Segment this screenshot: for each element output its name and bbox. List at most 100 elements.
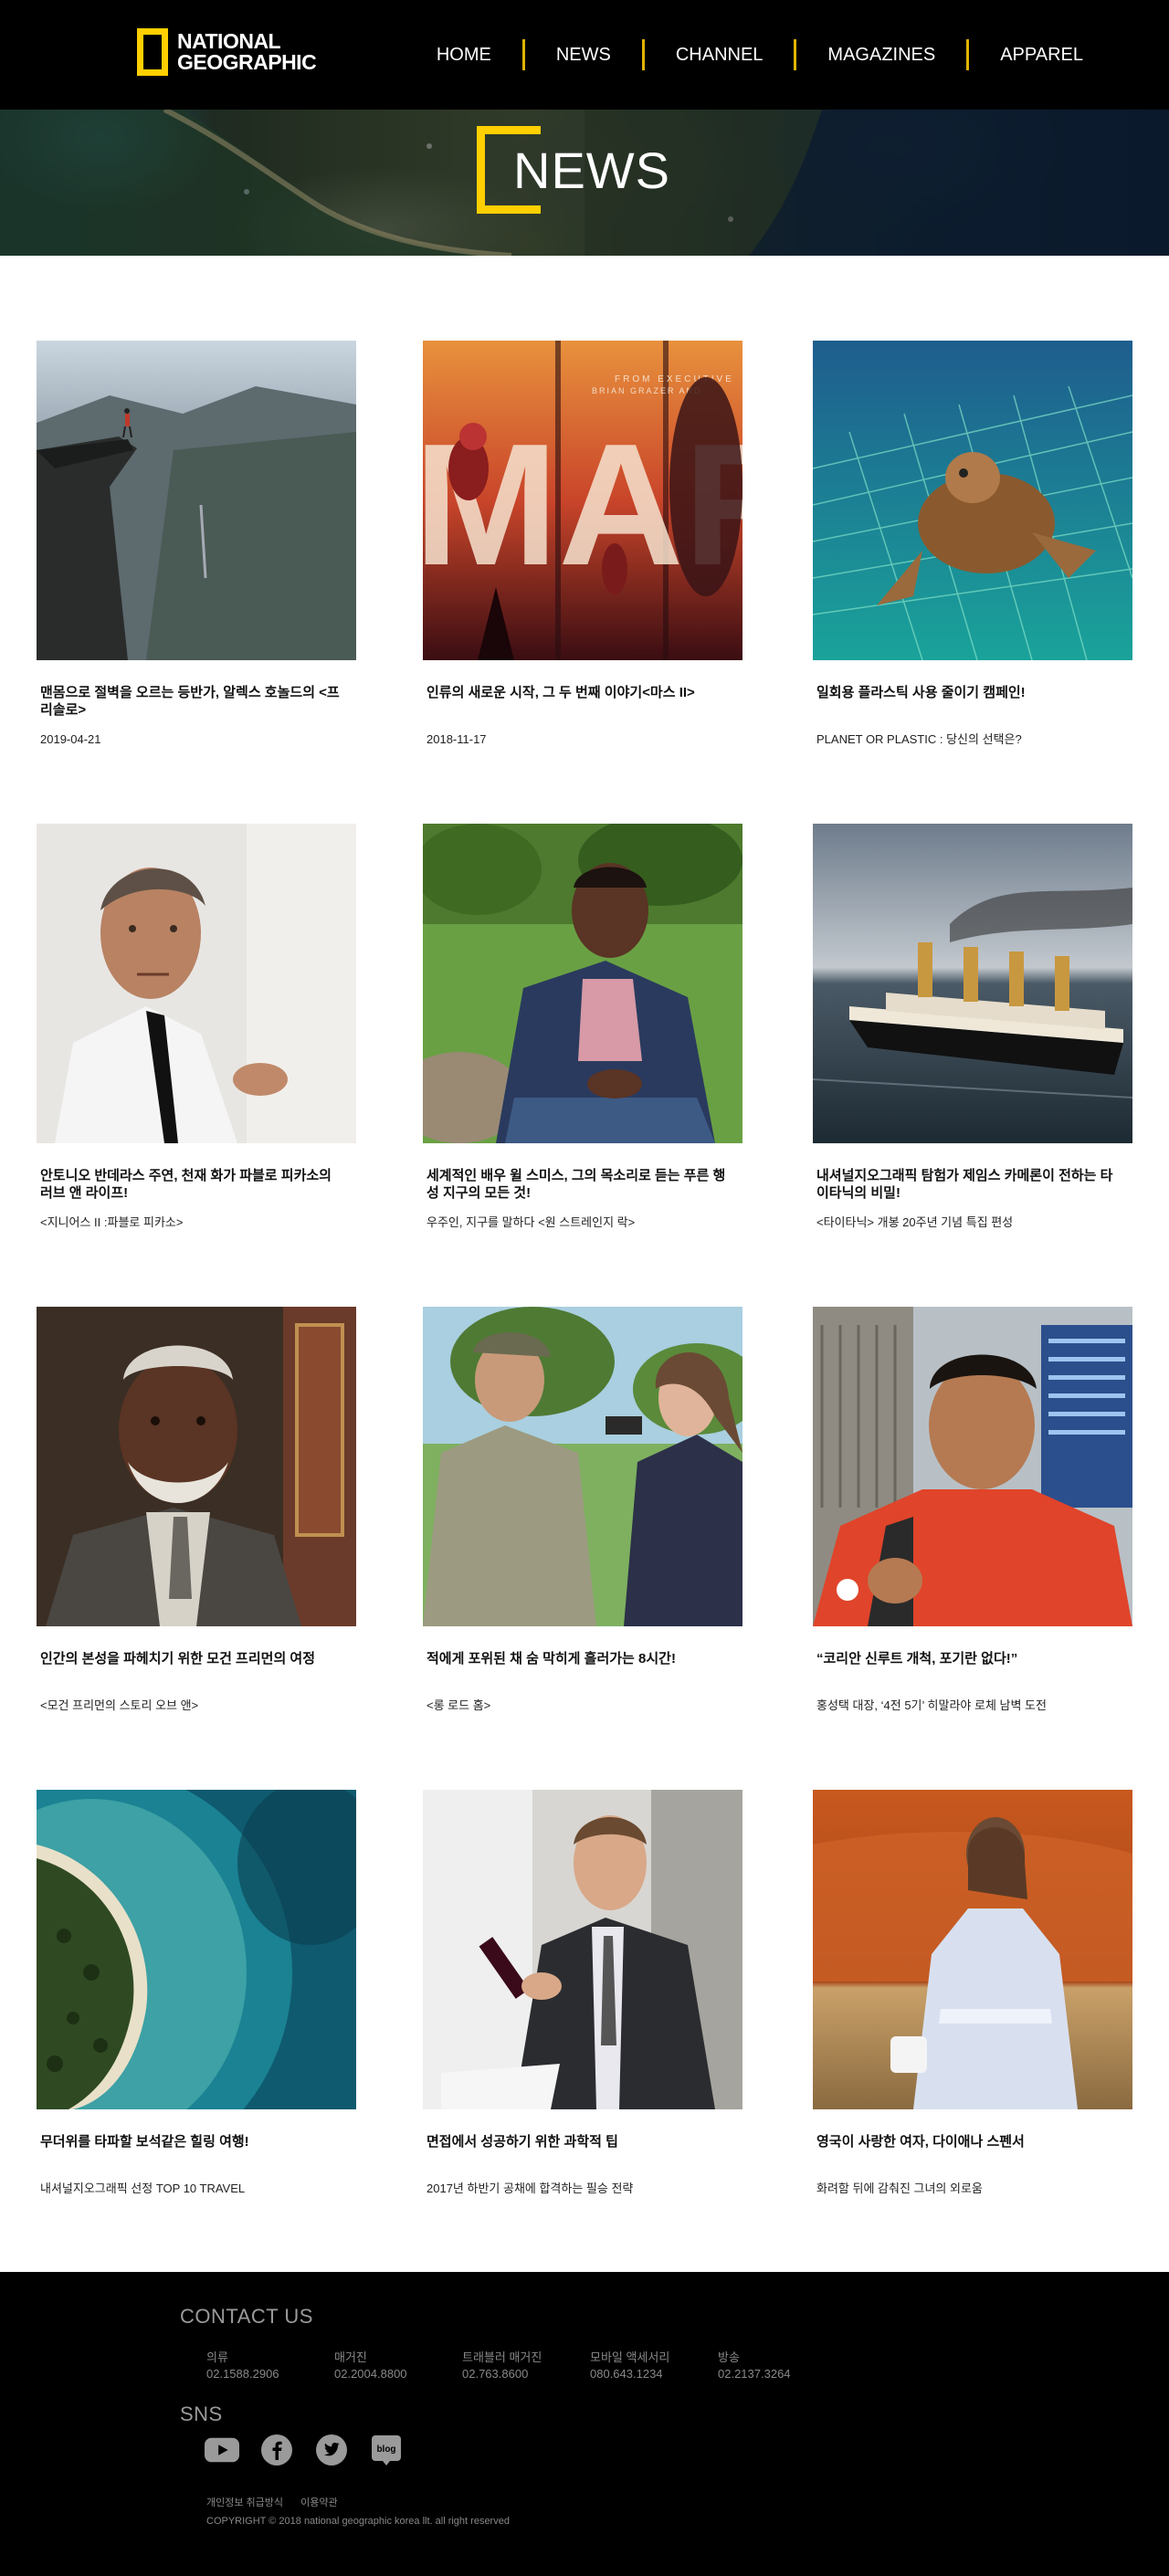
brand-line-1: NATIONAL [177, 29, 281, 53]
contact-label: 모바일 액세서리 [590, 2350, 670, 2364]
card-subtitle: 화려함 뒤에 감춰진 그녀의 외로움 [816, 2182, 983, 2195]
brand-logo[interactable]: NATIONAL GEOGRAPHIC [137, 27, 317, 77]
hero-title: NEWS [477, 126, 670, 214]
card-subtitle: 2017년 하반기 공채에 합격하는 필승 전략 [427, 2182, 634, 2195]
card-title: 인간의 본성을 파헤치기 위한 모건 프리먼의 여정 [40, 1651, 316, 1667]
poster-credit-line-1: FROM EXECUTIVE [615, 374, 734, 384]
nav-magazines[interactable]: MAGAZINES [827, 45, 936, 65]
contact-item: 의류 02.1588.2906 [206, 2350, 334, 2382]
blog-icon[interactable]: blog [369, 2435, 404, 2466]
site-header: NATIONAL GEOGRAPHIC HOME NEWS CHANNEL MA… [0, 0, 1169, 110]
news-card[interactable]: 안토니오 반데라스 주연, 천재 화가 파블로 피카소의 러브 앤 라이프! <… [37, 824, 356, 1253]
nav-apparel[interactable]: APPAREL [1000, 45, 1083, 65]
nav-channel[interactable]: CHANNEL [675, 45, 764, 65]
card-title: 인류의 새로운 시작, 그 두 번째 이야기<마스 II> [427, 685, 695, 700]
news-card[interactable]: 영국이 사랑한 여자, 다이애나 스펜서 화려함 뒤에 감춰진 그녀의 외로움 [813, 1790, 1132, 2219]
man-portrait-image [37, 824, 356, 1143]
hero-dim-overlay [0, 110, 1169, 256]
news-card[interactable]: 맨몸으로 절벽을 오르는 등반가, 알렉스 호놀드의 <프리솔로> 2019-0… [37, 341, 356, 770]
man-with-wine-image [423, 1790, 742, 2109]
main-nav: HOME NEWS CHANNEL MAGAZINES APPAREL [405, 38, 1114, 71]
news-card[interactable]: 내셔널지오그래픽 탐험가 제임스 카메론이 전하는 타이타닉의 비밀! <타이타… [813, 824, 1132, 1253]
card-subtitle: <롱 로드 홈> [427, 1698, 491, 1712]
card-subtitle: 홍성택 대장, ‘4전 5기’ 히말라야 로체 남벽 도전 [816, 1698, 1047, 1712]
card-title: 영국이 사랑한 여자, 다이애나 스펜서 [816, 2134, 1025, 2150]
nav-divider [521, 39, 525, 70]
nav-news[interactable]: NEWS [555, 45, 611, 65]
card-subtitle: <타이타닉> 개봉 20주년 기념 특집 편성 [816, 1215, 1014, 1229]
privacy-policy-link[interactable]: 개인정보 취급방식 [206, 2497, 284, 2508]
elder-portrait-image [37, 1307, 356, 1626]
contact-phone: 02.1588.2906 [206, 2367, 279, 2381]
brand-line-2: GEOGRAPHIC [177, 50, 317, 74]
card-title: 안토니오 반데라스 주연, 천재 화가 파블로 피카소의 러브 앤 라이프! [40, 1168, 332, 1201]
contact-item: 트래블러 매거진 02.763.8600 [462, 2350, 590, 2382]
contact-label: 매거진 [334, 2350, 367, 2364]
contact-phone: 080.643.1234 [590, 2367, 663, 2381]
turtle-in-net-image [813, 341, 1132, 660]
card-title: “코리안 신루트 개척, 포기란 없다!” [816, 1651, 1018, 1667]
man-on-grass-image [423, 824, 742, 1143]
nav-divider [641, 39, 645, 70]
card-title: 내셔널지오그래픽 탐험가 제임스 카메론이 전하는 타이타닉의 비밀! [816, 1168, 1113, 1201]
card-subtitle: <모건 프리먼의 스토리 오브 앤> [40, 1698, 199, 1712]
news-card[interactable]: 적에게 포위된 채 숨 막히게 흘러가는 8시간! <롱 로드 홈> [423, 1307, 742, 1736]
card-title: 면접에서 성공하기 위한 과학적 팁 [427, 2134, 618, 2150]
hero-title-text: NEWS [513, 141, 670, 199]
blog-icon-label: blog [376, 2445, 395, 2455]
island-aerial-image [37, 1790, 356, 2109]
mars-poster-image: FROM EXECUTIVE BRIAN GRAZER AND MAR [423, 341, 742, 660]
nav-divider [966, 39, 970, 70]
titanic-ship-image [813, 824, 1132, 1143]
card-subtitle: 우주인, 지구를 말하다 <원 스트레인지 락> [427, 1215, 636, 1229]
news-card[interactable]: 면접에서 성공하기 위한 과학적 팁 2017년 하반기 공채에 합격하는 필승… [423, 1790, 742, 2219]
news-card[interactable]: 세계적인 배우 윌 스미스, 그의 목소리로 듣는 푸른 행성 지구의 모든 것… [423, 824, 742, 1253]
copyright-text: COPYRIGHT © 2018 national geographic kor… [206, 2516, 510, 2527]
woman-in-desert-image [813, 1790, 1132, 2109]
news-card[interactable]: 무더위를 타파할 보석같은 힐링 여행! 내셔널지오그래픽 선정 TOP 10 … [37, 1790, 356, 2219]
terms-link[interactable]: 이용약관 [300, 2497, 338, 2508]
contact-item: 방송 02.2137.3264 [718, 2350, 846, 2382]
aerial-landscape-image [0, 110, 1169, 256]
poster-credit-line-2: BRIAN GRAZER AND [592, 386, 702, 395]
sns-links: blog [205, 2434, 424, 2466]
logo-yellow-frame-icon [137, 28, 168, 76]
hero-yellow-frame-icon [477, 126, 541, 214]
contact-item: 모바일 액세서리 080.643.1234 [590, 2350, 718, 2382]
nav-divider [794, 39, 797, 70]
card-title: 무더위를 타파할 보석같은 힐링 여행! [40, 2134, 249, 2150]
card-date: 2019-04-21 [40, 732, 101, 746]
contact-label: 트래블러 매거진 [462, 2350, 542, 2364]
card-title: 적에게 포위된 채 숨 막히게 흘러가는 8시간! [427, 1651, 676, 1667]
card-subtitle: <지니어스 II :파블로 피카소> [40, 1215, 184, 1229]
brand-wordmark: NATIONAL GEOGRAPHIC [177, 29, 317, 74]
contact-phone: 02.2004.8800 [334, 2367, 407, 2381]
facebook-icon[interactable] [259, 2434, 294, 2466]
contact-item: 매거진 02.2004.8800 [334, 2350, 462, 2382]
soldier-and-woman-image [423, 1307, 742, 1626]
contact-phone: 02.763.8600 [462, 2367, 529, 2381]
footer-links: 개인정보 취급방식 이용약관 [206, 2495, 353, 2509]
mountaineer-portrait-image [813, 1307, 1132, 1626]
card-date: 2018-11-17 [427, 732, 487, 746]
climber-on-cliff-image [37, 341, 356, 660]
contact-list: 의류 02.1588.2906 매거진 02.2004.8800 트래블러 매거… [206, 2350, 846, 2382]
youtube-icon[interactable] [205, 2435, 239, 2465]
contact-label: 방송 [718, 2350, 740, 2364]
contact-phone: 02.2137.3264 [718, 2367, 791, 2381]
news-card[interactable]: “코리안 신루트 개척, 포기란 없다!” 홍성택 대장, ‘4전 5기’ 히말… [813, 1307, 1132, 1736]
contact-heading: CONTACT US [180, 2305, 313, 2328]
hero-banner: NEWS [0, 110, 1169, 256]
news-card[interactable]: FROM EXECUTIVE BRIAN GRAZER AND MAR 인류의 … [423, 341, 742, 770]
news-card[interactable]: 일회용 플라스틱 사용 줄이기 캠페인! PLANET OR PLASTIC :… [813, 341, 1132, 770]
news-card[interactable]: 인간의 본성을 파헤치기 위한 모건 프리먼의 여정 <모건 프리먼의 스토리 … [37, 1307, 356, 1736]
twitter-icon[interactable] [314, 2434, 349, 2466]
card-subtitle: PLANET OR PLASTIC : 당신의 선택은? [816, 732, 1022, 746]
card-title: 세계적인 배우 윌 스미스, 그의 목소리로 듣는 푸른 행성 지구의 모든 것… [427, 1168, 726, 1201]
site-footer: CONTACT US 의류 02.1588.2906 매거진 02.2004.8… [0, 2272, 1169, 2576]
sns-heading: SNS [180, 2403, 223, 2425]
nav-home[interactable]: HOME [436, 45, 491, 65]
card-subtitle: 내셔널지오그래픽 선정 TOP 10 TRAVEL [40, 2182, 246, 2195]
card-title: 일회용 플라스틱 사용 줄이기 캠페인! [816, 685, 1026, 700]
contact-label: 의류 [206, 2350, 228, 2364]
